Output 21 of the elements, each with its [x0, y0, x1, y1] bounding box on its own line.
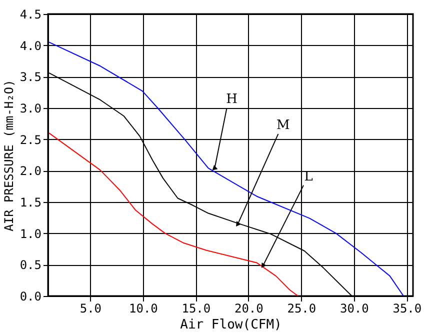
annotation: M — [276, 118, 290, 133]
y-tick-label: 3.0 — [20, 102, 42, 116]
x-tick-label: 5.0 — [80, 302, 102, 316]
y-tick-label: 0.5 — [20, 258, 42, 272]
y-tick-label: 4.5 — [20, 8, 42, 22]
x-tick-label: 20.0 — [234, 302, 264, 316]
x-axis-title: Air Flow(CFM) — [180, 318, 282, 332]
y-tick-label: 4.0 — [20, 38, 42, 53]
x-tick-label: 35.0 — [392, 302, 422, 316]
y-tick-label: 2.5 — [20, 132, 42, 147]
x-tick-label: 10.0 — [128, 302, 158, 316]
x-tick-label: 15.0 — [182, 302, 211, 316]
y-axis-title: AIR PRESSURE (mm-H₂O) — [2, 80, 16, 232]
x-tick-label: 30.0 — [340, 302, 369, 316]
y-tick-label: 3.5 — [20, 70, 42, 84]
y-tick-label: 2.0 — [20, 164, 42, 178]
annotation: H — [226, 92, 238, 108]
y-tick-label: 1.0 — [20, 226, 42, 241]
x-tick-label: 25.0 — [287, 302, 316, 316]
y-tick-label: 0.0 — [20, 290, 42, 304]
y-tick-label: 1.5 — [20, 196, 42, 210]
